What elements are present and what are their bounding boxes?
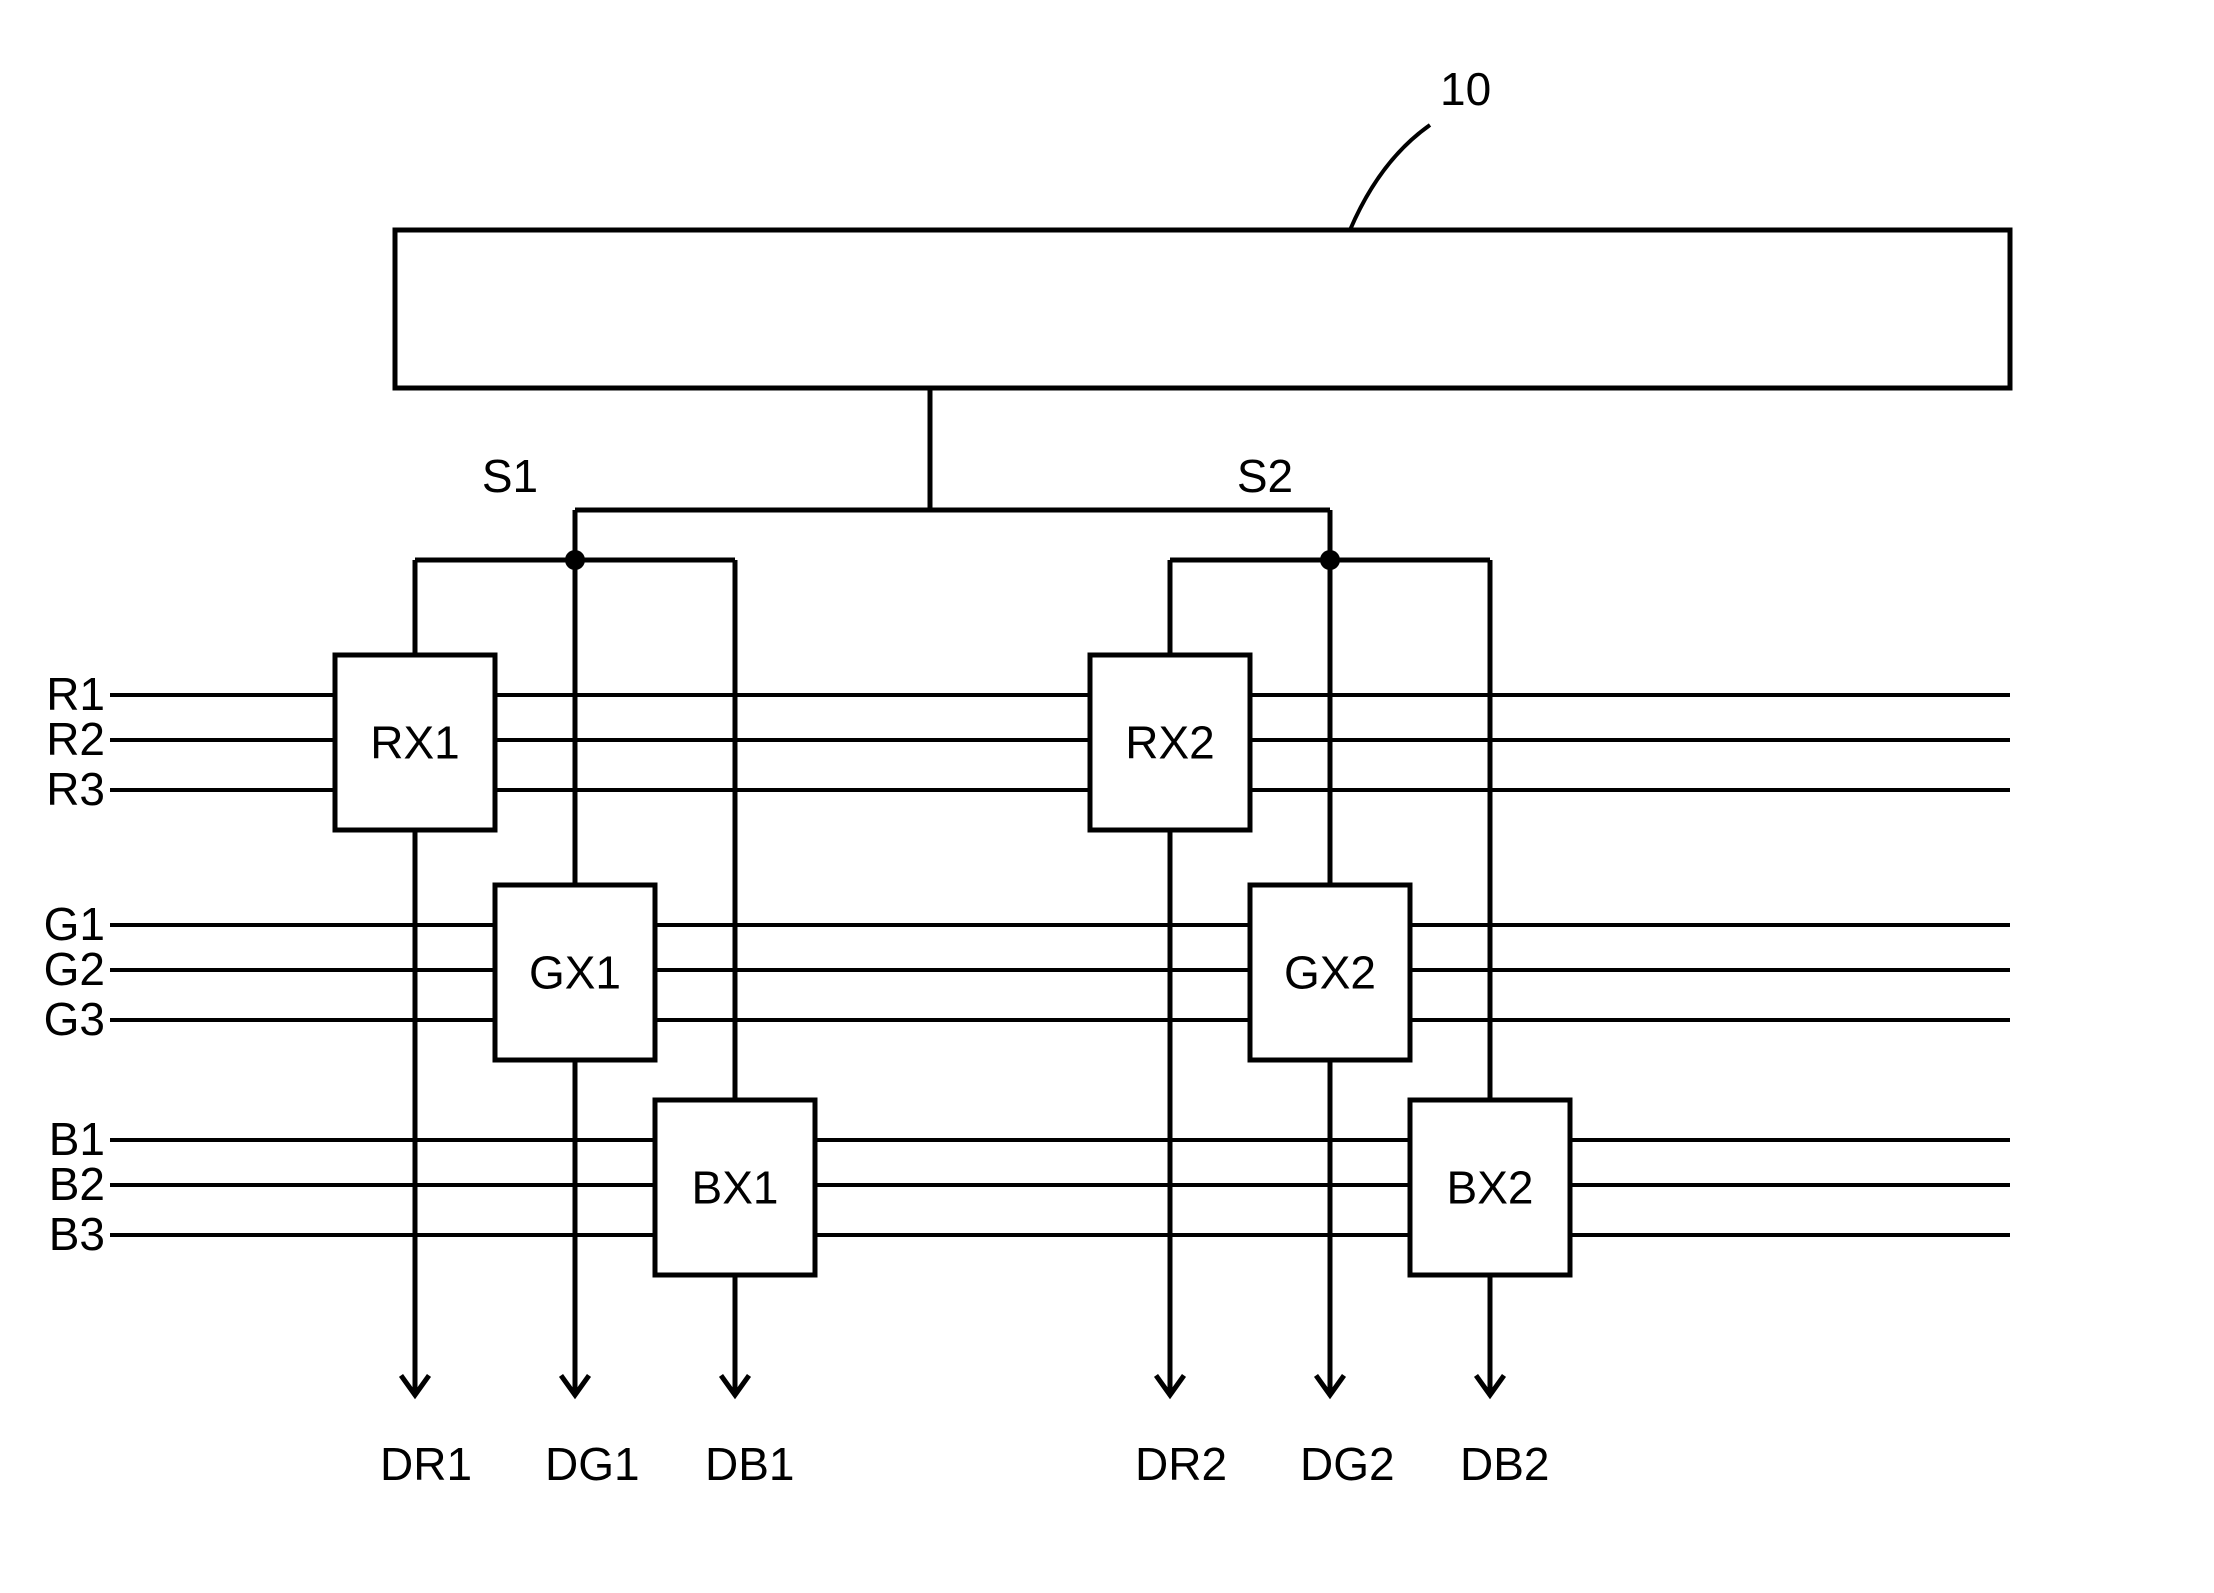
svg-text:S2: S2 [1237,450,1293,502]
svg-text:RX2: RX2 [1125,717,1214,769]
svg-text:DR1: DR1 [380,1438,472,1490]
svg-text:G2: G2 [44,943,105,995]
svg-text:10: 10 [1440,63,1491,115]
svg-text:DG2: DG2 [1300,1438,1395,1490]
svg-text:G3: G3 [44,993,105,1045]
svg-text:S1: S1 [482,450,538,502]
svg-text:DG1: DG1 [545,1438,640,1490]
svg-text:B3: B3 [49,1208,105,1260]
svg-text:DR2: DR2 [1135,1438,1227,1490]
svg-text:BX1: BX1 [692,1162,779,1214]
svg-text:R3: R3 [46,763,105,815]
circuit-diagram: R1R2R3G1G2G3B1B2B310S1S2RX1GX1BX1RX2GX2B… [0,0,2214,1593]
svg-text:B2: B2 [49,1158,105,1210]
svg-text:DB1: DB1 [705,1438,794,1490]
svg-text:R2: R2 [46,713,105,765]
svg-text:DB2: DB2 [1460,1438,1549,1490]
svg-text:GX1: GX1 [529,947,621,999]
svg-text:BX2: BX2 [1447,1162,1534,1214]
svg-text:GX2: GX2 [1284,947,1376,999]
svg-text:RX1: RX1 [370,717,459,769]
